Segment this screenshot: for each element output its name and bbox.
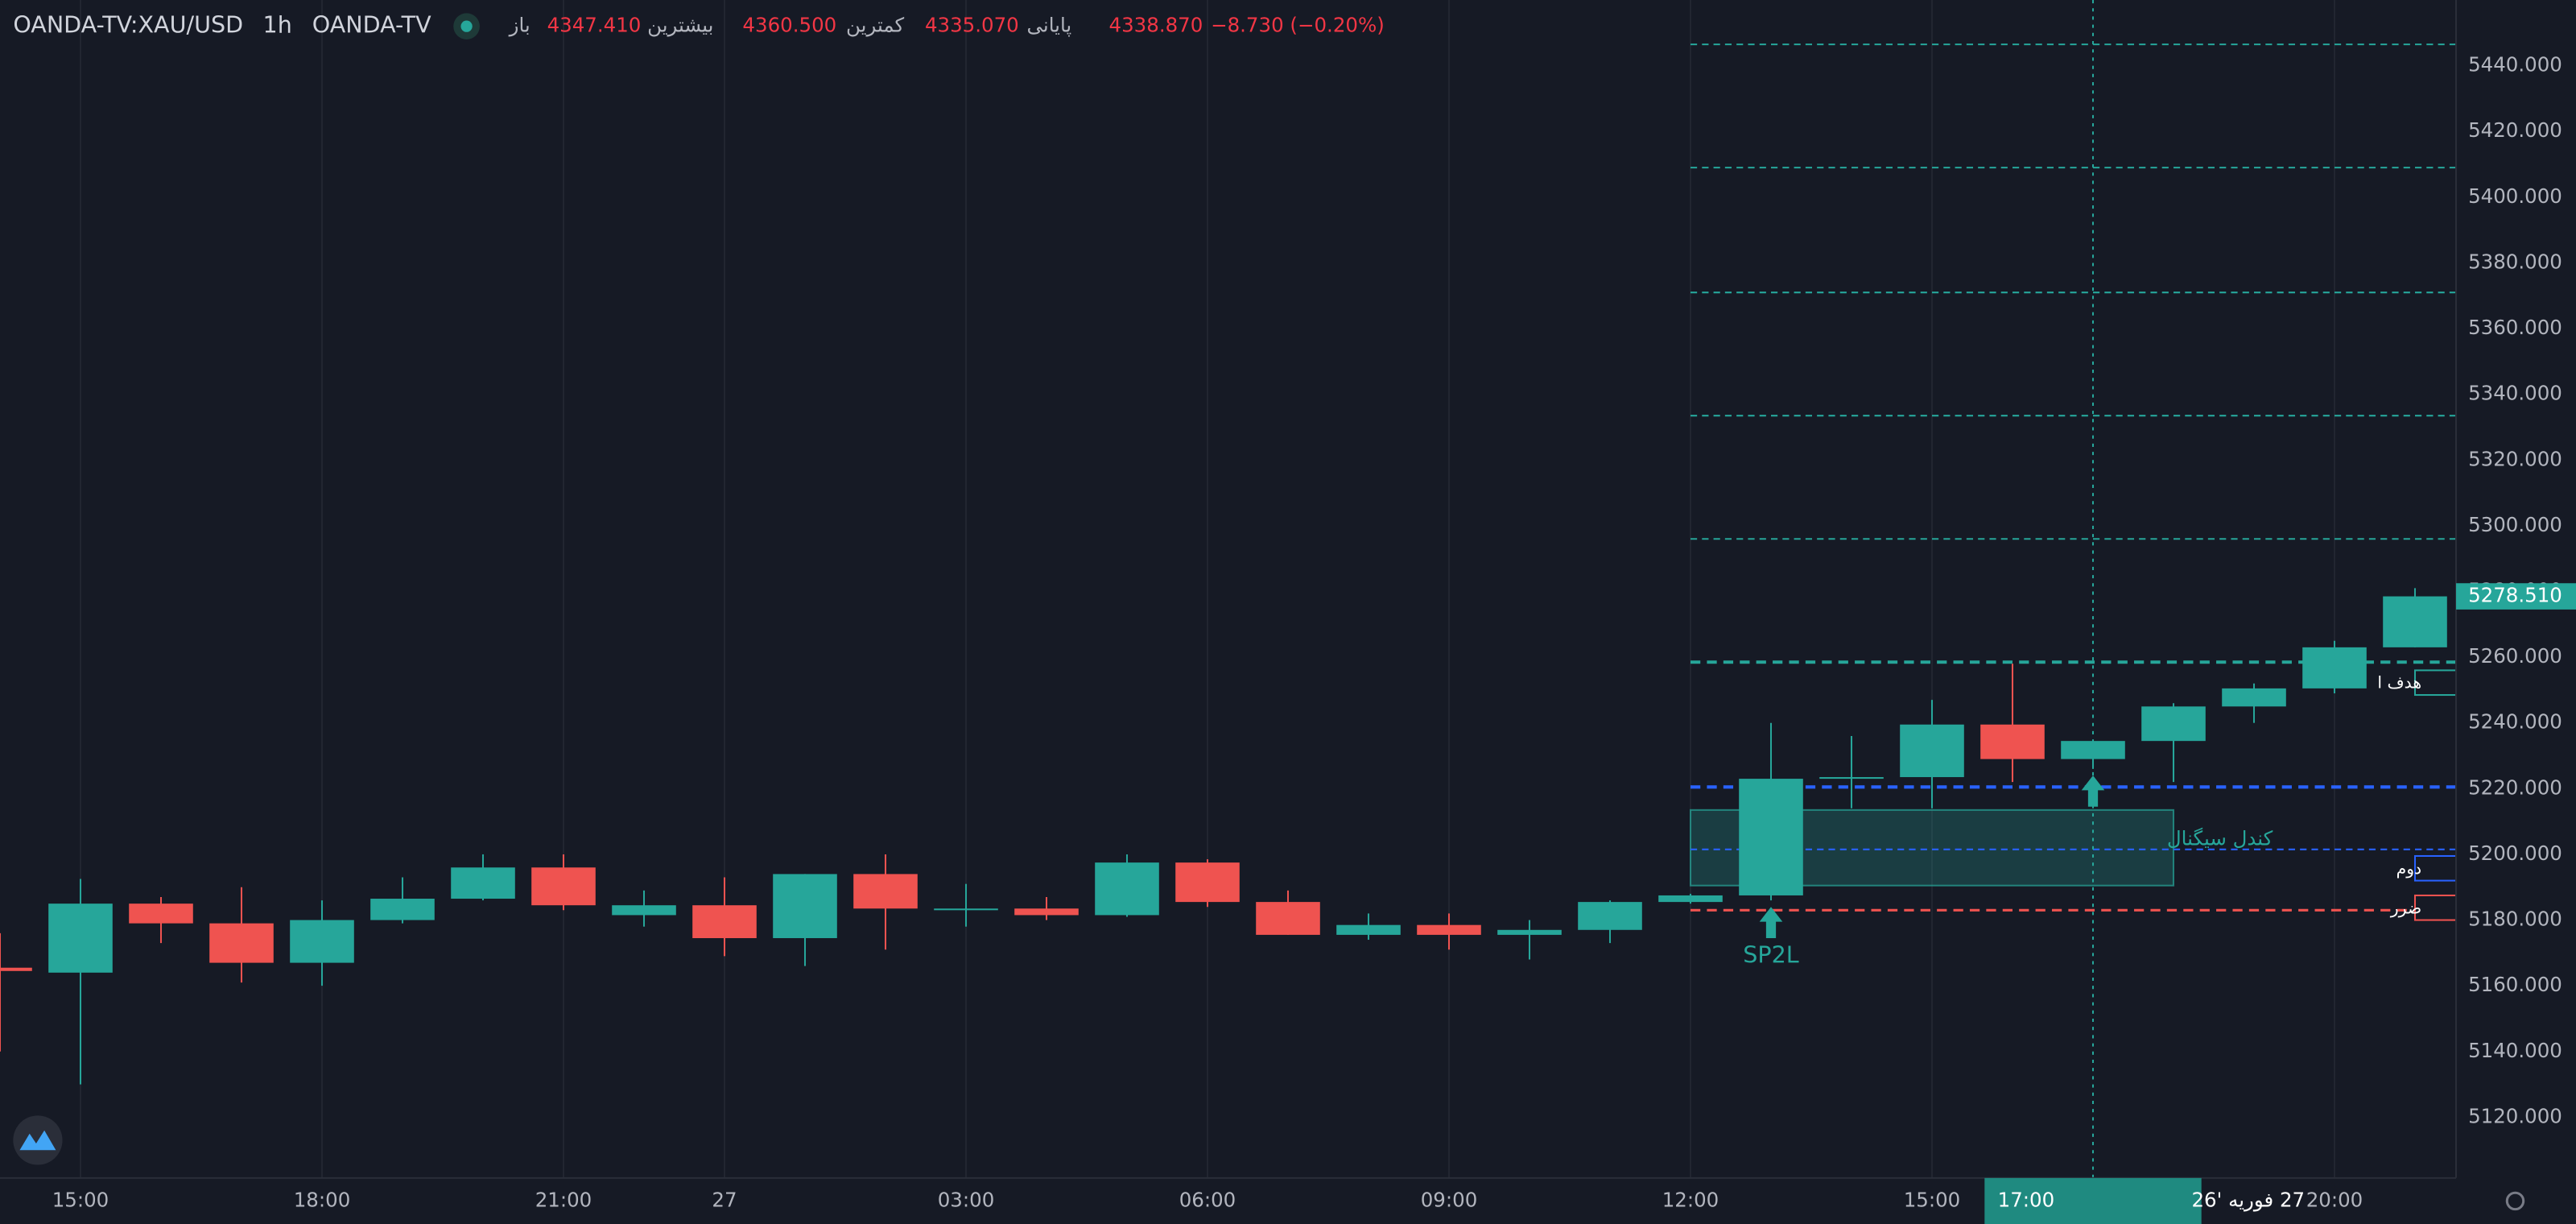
y-tick-label: 5200.000 (2468, 842, 2562, 865)
candle-body (1175, 862, 1240, 903)
stat-label: باز (508, 14, 530, 37)
candle-body (1900, 724, 1964, 778)
candle-body (209, 923, 274, 963)
last-price-tag (2456, 583, 2576, 610)
y-tick-label: 5260.000 (2468, 644, 2562, 668)
x-tick-label: 18:00 (294, 1188, 351, 1211)
stat-label: پایانی (1027, 14, 1072, 37)
candle-body (1578, 902, 1642, 930)
x-tick-label: 20:00 (2306, 1188, 2363, 1211)
candle-body (853, 874, 918, 909)
candle-body (1980, 724, 2045, 759)
candle-body (773, 874, 837, 938)
y-tick-label: 5140.000 (2468, 1039, 2562, 1062)
y-tick-label: 5300.000 (2468, 513, 2562, 536)
logo[interactable] (13, 1115, 63, 1165)
candle-body (1095, 862, 1159, 916)
candle-body (1739, 779, 1803, 895)
candle-body (1819, 777, 1884, 779)
x-tick-label: 03:00 (938, 1188, 995, 1211)
level-tag-label: ضرر (2390, 898, 2421, 917)
candle-body (1497, 929, 1562, 935)
y-tick-label: 5440.000 (2468, 53, 2562, 76)
signal-arrow (1759, 907, 1783, 938)
source: OANDA-TV (312, 11, 431, 39)
crosshair-tag (1984, 1177, 2202, 1224)
y-tick-label: 5180.000 (2468, 908, 2562, 931)
signal-arrow (2081, 775, 2105, 807)
stat-value: 4360.500 (742, 14, 836, 37)
stat-label: بیشترین (647, 14, 713, 37)
candle-body (934, 908, 998, 911)
candle-body (0, 967, 32, 971)
crosshair-date: 27 فوریه '26 (2191, 1188, 2305, 1211)
stat-value: 4338.870 (1109, 14, 1203, 37)
candle-body (370, 899, 435, 920)
crosshair-time: 17:00 (1998, 1188, 2055, 1211)
y-tick-label: 5400.000 (2468, 184, 2562, 208)
signal-label: SP2L (1743, 941, 1799, 968)
candle-body (1658, 895, 1723, 903)
candle-body (1014, 908, 1079, 916)
y-tick-label: 5380.000 (2468, 250, 2562, 273)
symbol: OANDA-TV:XAU/USD (13, 11, 243, 39)
zone-label: کندل سیگنال (2167, 827, 2273, 850)
candle-body (451, 867, 515, 899)
stat-label: کمترین (846, 14, 904, 37)
candle-body (1256, 902, 1320, 935)
x-tick-label: 27 (712, 1188, 737, 1211)
stat-value: 4335.070 (925, 14, 1019, 37)
y-tick-label: 5120.000 (2468, 1104, 2562, 1127)
price-axis (2456, 0, 2576, 1224)
candle-body (1417, 924, 1481, 935)
candle-body (290, 920, 354, 963)
candle-body (2222, 688, 2286, 707)
status-dot (460, 20, 473, 32)
candle-body (692, 905, 757, 938)
y-tick-label: 5160.000 (2468, 973, 2562, 996)
candle-body (129, 904, 193, 924)
x-tick-label: 15:00 (52, 1188, 109, 1211)
y-tick-label: 5420.000 (2468, 118, 2562, 142)
x-tick-label: 15:00 (1904, 1188, 1961, 1211)
candle-body (2302, 647, 2367, 688)
x-tick-label: 09:00 (1421, 1188, 1478, 1211)
settings-icon[interactable] (2505, 1191, 2525, 1211)
level-tag-label: دوم (2396, 858, 2422, 878)
stat-value: 4347.410 (547, 14, 642, 37)
candle-body (612, 905, 676, 916)
candle-body (531, 867, 596, 906)
candle-body (48, 904, 113, 973)
level-tag-label: هدف ا (2377, 673, 2421, 693)
y-tick-label: 5240.000 (2468, 710, 2562, 734)
candle-body (1336, 924, 1401, 935)
x-tick-label: 21:00 (535, 1188, 592, 1211)
x-tick-label: 12:00 (1662, 1188, 1719, 1211)
y-tick-label: 5220.000 (2468, 775, 2562, 799)
candle-body (2383, 596, 2447, 647)
interval[interactable]: 1h (263, 11, 292, 39)
logo-icon (19, 1130, 56, 1151)
y-tick-label: 5320.000 (2468, 447, 2562, 470)
y-tick-label: 5340.000 (2468, 382, 2562, 405)
y-tick-label: 5360.000 (2468, 316, 2562, 339)
candle-body (2141, 706, 2206, 742)
x-tick-label: 06:00 (1179, 1188, 1236, 1211)
change: −8.730 (−0.20%) (1211, 14, 1385, 37)
last-price-label: 5278.510 (2468, 584, 2562, 607)
